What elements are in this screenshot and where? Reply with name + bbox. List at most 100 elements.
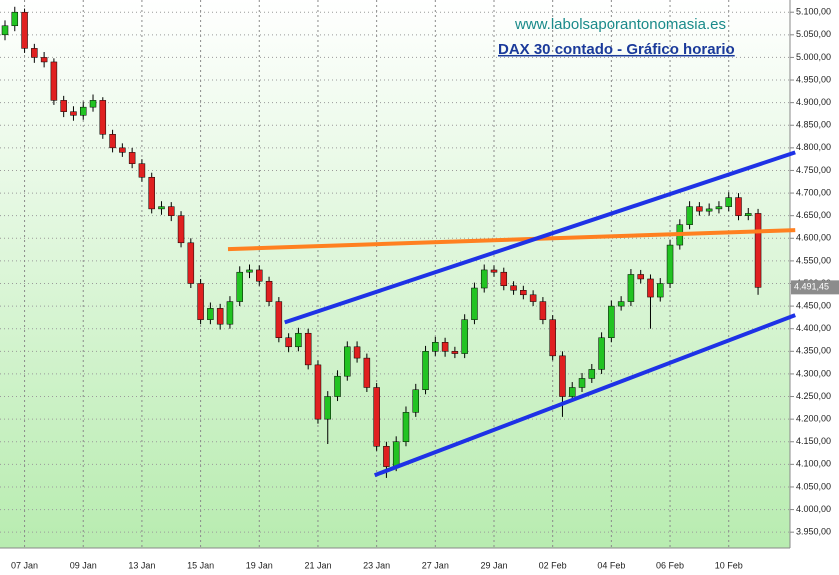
candle-body (432, 342, 439, 352)
candle-body (246, 269, 253, 273)
y-tick-label: 4.600,00 (796, 233, 831, 243)
candle-body (50, 61, 58, 101)
x-tick-label: 09 Jan (70, 560, 97, 570)
candle-body (31, 48, 38, 58)
y-tick-label: 4.350,00 (796, 346, 831, 356)
last-price-label: 4.491,45 (794, 282, 829, 292)
y-tick-label: 4.400,00 (796, 323, 831, 333)
candle-body (11, 11, 19, 27)
candle-body (324, 396, 331, 420)
candle-body (128, 152, 136, 164)
candle-body (138, 163, 146, 178)
y-tick-label: 4.850,00 (796, 120, 831, 130)
candle-body (89, 100, 97, 108)
candle-body (295, 332, 302, 348)
y-tick-label: 4.300,00 (796, 368, 831, 378)
trend-line (227, 228, 796, 252)
candle-body (40, 57, 48, 63)
candle-body (627, 274, 635, 302)
y-tick-label: 5.050,00 (796, 29, 831, 39)
candle-body (588, 369, 596, 379)
x-tick-label: 15 Jan (187, 560, 214, 570)
candle-body (109, 134, 116, 149)
candle-body (216, 308, 224, 325)
x-tick-label: 02 Feb (539, 560, 567, 570)
candle-body (285, 337, 292, 348)
candle-body (657, 283, 664, 298)
candle-body (559, 355, 566, 397)
candle-body (705, 208, 713, 212)
candle-body (99, 100, 107, 135)
candle-body (490, 269, 498, 273)
x-tick-label: 13 Jan (128, 560, 155, 570)
y-tick-label: 4.550,00 (796, 255, 831, 265)
candle-body (451, 351, 459, 354)
x-tick-label: 23 Jan (363, 560, 390, 570)
candle-body (549, 319, 556, 357)
x-tick-label: 29 Jan (480, 560, 507, 570)
candle-body (60, 100, 67, 112)
candle-body (578, 378, 586, 388)
candle-body (754, 213, 762, 288)
y-tick-label: 4.050,00 (796, 481, 831, 491)
candle-body (344, 346, 351, 377)
candle-body (510, 285, 517, 291)
candle-body (647, 278, 654, 298)
candle-body (568, 387, 576, 397)
candle-body (598, 337, 605, 370)
candle-body (500, 271, 508, 287)
candle-body (461, 319, 468, 354)
candle-body (314, 364, 322, 420)
x-tick-label: 06 Feb (656, 560, 684, 570)
candle-body (353, 346, 361, 359)
y-tick-label: 5.000,00 (796, 52, 831, 62)
candle-body (275, 301, 283, 339)
y-tick-label: 4.750,00 (796, 165, 831, 175)
candle-body (373, 387, 380, 447)
y-tick-label: 4.650,00 (796, 210, 831, 220)
candle-body (363, 357, 371, 388)
candle-body (471, 287, 478, 320)
last-price-box (791, 280, 839, 295)
y-tick-label: 4.200,00 (796, 414, 831, 424)
candle-body (686, 206, 693, 225)
candle-body (617, 301, 625, 307)
y-tick-label: 4.100,00 (796, 459, 831, 469)
y-tick-label: 4.800,00 (796, 142, 831, 152)
candle-body (148, 176, 155, 210)
candle-body (402, 412, 410, 442)
candle-body (197, 283, 204, 320)
candle-body (207, 308, 214, 320)
candle-body (529, 294, 537, 302)
candle-body (168, 206, 175, 216)
trend-line (284, 150, 796, 325)
candle-body (177, 215, 185, 244)
trend-line (373, 313, 796, 478)
candle-body (21, 11, 28, 49)
candle-body (334, 375, 341, 397)
candle-body (383, 446, 390, 467)
x-tick-label: 27 Jan (422, 560, 449, 570)
y-tick-label: 4.250,00 (796, 391, 831, 401)
y-tick-label: 3.950,00 (796, 527, 831, 537)
x-tick-label: 10 Feb (715, 560, 743, 570)
y-tick-label: 4.700,00 (796, 187, 831, 197)
candle-body (265, 280, 273, 302)
candle-body (226, 301, 234, 325)
x-tick-label: 04 Feb (597, 560, 625, 570)
candle-body (725, 197, 732, 207)
y-tick-label: 4.150,00 (796, 436, 831, 446)
y-tick-label: 4.950,00 (796, 74, 831, 84)
y-tick-label: 5.100,00 (796, 7, 831, 17)
candle-body (666, 244, 674, 284)
candle-body (187, 242, 195, 284)
candle-body (520, 290, 527, 296)
candle-body (745, 213, 752, 216)
candle-body (735, 197, 742, 216)
candle-body (480, 269, 488, 289)
grid (0, 0, 790, 548)
candle-body (79, 106, 87, 116)
source: www.labolsaporantonomasia.es (514, 16, 726, 33)
candle-body (696, 206, 703, 212)
